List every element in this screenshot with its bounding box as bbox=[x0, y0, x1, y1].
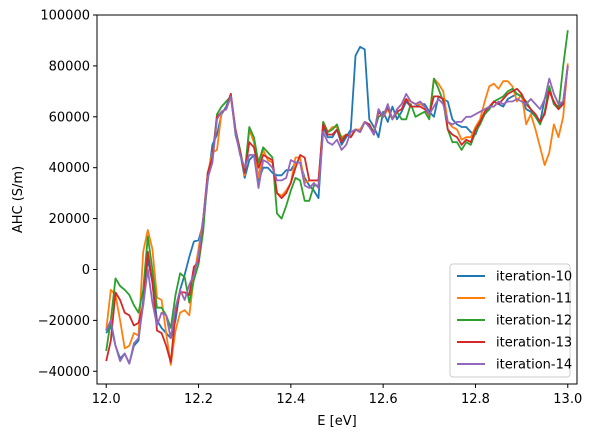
y-tick-label: 80000 bbox=[49, 59, 90, 74]
legend: iteration-10 iteration-11 iteration-12 iter… bbox=[449, 263, 572, 378]
x-tick-label: 12.2 bbox=[184, 392, 213, 407]
x-axis-label: E [eV] bbox=[317, 414, 356, 429]
y-axis-label: AHC (S/m) bbox=[11, 166, 26, 233]
x-axis: 12.0 12.2 12.4 12.6 12.8 13.0 bbox=[92, 384, 582, 407]
series-group bbox=[105, 30, 569, 366]
y-tick-label: 100000 bbox=[40, 9, 90, 24]
y-tick-label: 40000 bbox=[49, 161, 90, 176]
legend-label-iteration-13: iteration-13 bbox=[496, 336, 572, 351]
legend-label-iteration-12: iteration-12 bbox=[496, 314, 572, 329]
y-axis: −40000 −20000 0 20000 40000 60000 80000 100000 bbox=[38, 9, 97, 380]
legend-box bbox=[449, 263, 571, 378]
plot-frame bbox=[96, 14, 578, 385]
y-tick-label: −40000 bbox=[38, 365, 90, 380]
y-tick-label: 0 bbox=[82, 263, 90, 278]
x-tick-label: 12.4 bbox=[276, 392, 305, 407]
legend-label-iteration-11: iteration-11 bbox=[496, 292, 572, 307]
series-line-iteration-14 bbox=[105, 65, 569, 365]
y-tick-label: 20000 bbox=[49, 212, 90, 227]
legend-label-iteration-10: iteration-10 bbox=[496, 270, 572, 285]
x-tick-label: 12.8 bbox=[461, 392, 490, 407]
series-line-iteration-13 bbox=[105, 65, 569, 364]
y-tick-label: 60000 bbox=[49, 110, 90, 125]
legend-label-iteration-14: iteration-14 bbox=[496, 358, 572, 373]
x-tick-label: 13.0 bbox=[553, 392, 582, 407]
x-tick-label: 12.0 bbox=[92, 392, 121, 407]
x-tick-label: 12.6 bbox=[369, 392, 398, 407]
y-tick-label: −20000 bbox=[38, 314, 90, 329]
